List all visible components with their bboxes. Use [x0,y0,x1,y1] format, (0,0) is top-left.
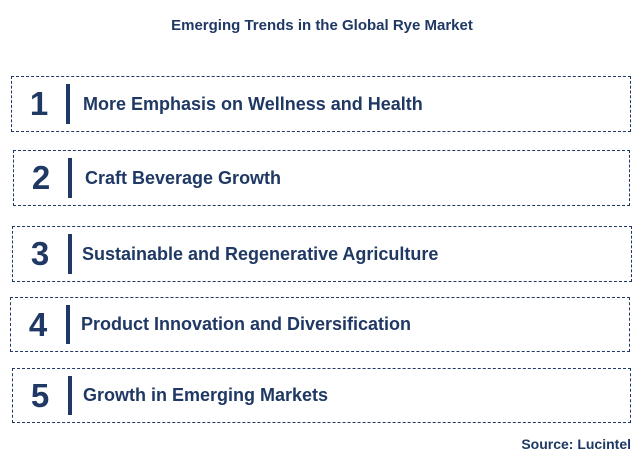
trend-label: Sustainable and Regenerative Agriculture [82,243,439,264]
divider-bar [68,234,72,274]
trend-number: 3 [30,235,50,272]
trend-item-5: 5 Growth in Emerging Markets [12,368,631,423]
trend-number: 5 [30,376,50,414]
trend-item-2: 2 Craft Beverage Growth [13,150,630,206]
trend-item-3: 3 Sustainable and Regenerative Agricultu… [12,226,632,282]
divider-bar [66,305,70,344]
trend-number: 1 [29,85,49,122]
trend-label: More Emphasis on Wellness and Health [83,93,423,114]
trend-number: 2 [31,159,51,196]
trend-item-1: 1 More Emphasis on Wellness and Health [11,76,631,132]
trend-label: Craft Beverage Growth [85,167,282,188]
divider-bar [68,376,72,415]
trend-item-4: 4 Product Innovation and Diversification [10,297,630,352]
divider-bar [66,84,70,124]
source-note: Source: Lucintel [521,436,631,452]
trend-label: Growth in Emerging Markets [83,385,329,405]
trend-label: Product Innovation and Diversification [81,314,412,334]
trend-number: 4 [28,305,48,343]
chart-title: Emerging Trends in the Global Rye Market [171,17,473,34]
divider-bar [68,158,72,198]
